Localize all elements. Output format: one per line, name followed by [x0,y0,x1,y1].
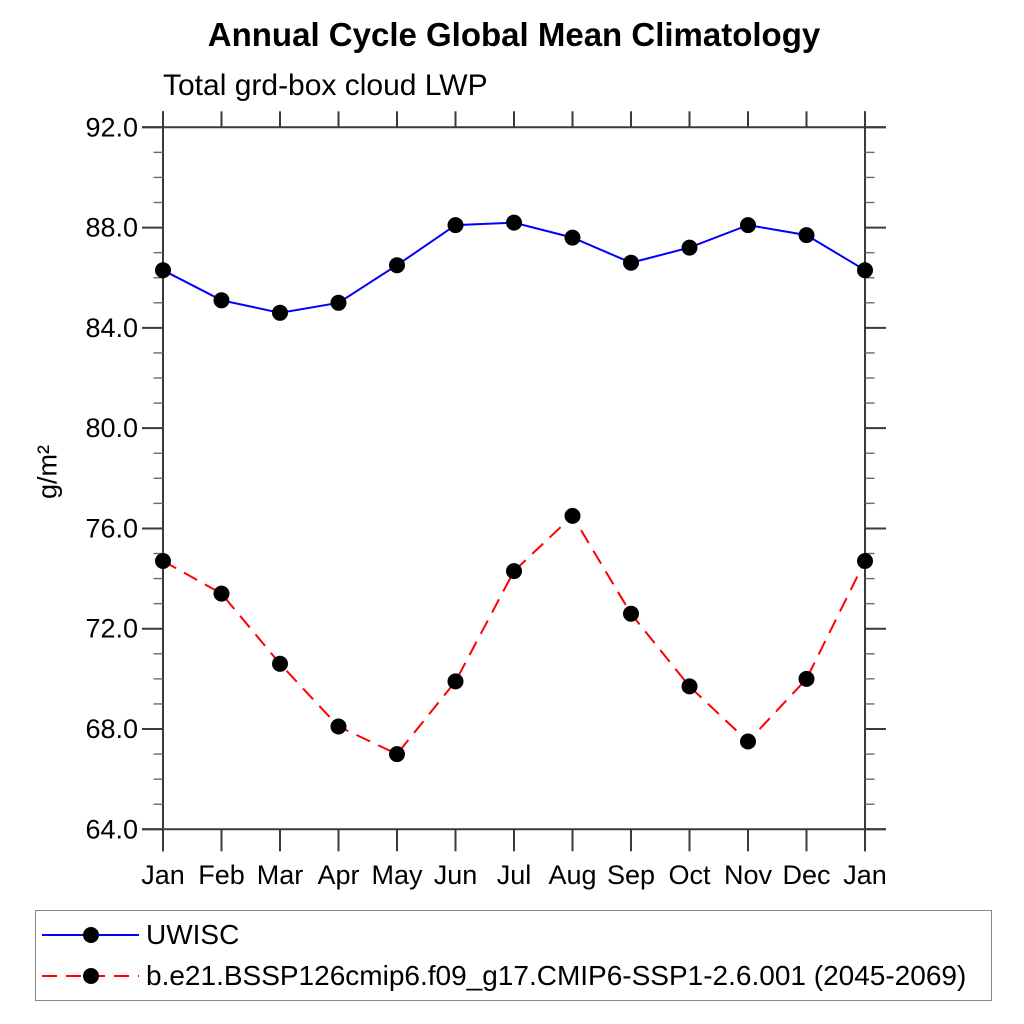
data-point-marker [155,262,171,279]
data-point-marker [447,673,464,690]
data-point-marker [740,733,756,750]
data-point-marker [857,262,873,279]
data-point-marker [272,655,288,672]
data-point-marker [623,254,639,271]
legend-label: UWISC [146,919,240,950]
x-axis-tick-label: Feb [198,860,245,890]
data-point-marker [798,227,815,244]
data-point-marker [564,507,581,524]
data-point-marker [740,217,756,234]
legend-marker-dot [82,968,99,984]
x-axis-tick-label: Sep [607,860,655,890]
x-axis-tick-label: Dec [782,860,830,890]
x-axis-tick-label: Nov [724,860,773,890]
data-point-marker [389,746,405,763]
y-axis-tick-label: 76.0 [85,513,138,543]
data-point-marker [857,553,873,569]
series-line-ssp126 [162,514,866,756]
x-axis-tick-label: Mar [257,860,304,890]
data-point-marker [330,294,347,311]
y-axis-tick-label: 84.0 [85,313,138,343]
legend-item-ssp126: b.e21.BSSP126cmip6.f09_g17.CMIP6-SSP1-2.… [42,959,991,993]
data-point-marker [681,678,698,695]
x-axis-tick-label: Aug [548,860,596,890]
chart-subtitle: Total grd-box cloud LWP [163,69,488,102]
x-axis-tick-label: Jul [497,860,532,890]
data-point-marker [389,257,405,274]
y-axis-tick-label: 68.0 [85,714,138,744]
x-axis-tick-label: Jan [141,860,185,890]
y-axis-tick-label: 88.0 [85,213,138,243]
y-axis-tick-label: 64.0 [85,814,138,844]
x-axis-tick-label: Jun [434,860,478,890]
data-point-marker [272,304,288,321]
x-axis-tick-label: Jan [843,860,887,890]
data-point-marker [506,214,522,231]
x-axis-tick-label: May [371,860,423,890]
y-axis-tick-label: 72.0 [85,614,138,644]
series-line-uwisc [162,221,866,314]
data-point-marker [330,718,347,735]
x-axis-tick-label: Oct [668,860,711,890]
data-point-marker [623,605,639,622]
data-point-marker [213,585,230,602]
legend-marker-dot [82,927,99,943]
chart-title: Annual Cycle Global Mean Climatology [207,16,821,53]
data-point-marker [681,239,698,256]
data-point-marker [506,563,522,580]
x-axis-tick-label: Apr [317,860,359,890]
legend-item-uwisc: UWISC [42,918,991,952]
legend-line-sample-dashed [42,967,139,985]
legend: UWISC b.e21.BSSP126cmip6.f09_g17.CMIP6-S… [35,910,992,1001]
data-point-marker [564,229,581,246]
y-axis-tick-label: 92.0 [85,112,138,142]
legend-label: b.e21.BSSP126cmip6.f09_g17.CMIP6-SSP1-2.… [146,960,967,991]
data-point-marker [447,217,464,234]
data-point-marker [213,292,230,309]
legend-line-sample-solid [42,926,139,944]
data-point-marker [155,553,171,569]
data-point-marker [798,670,815,687]
y-axis-tick-label: 80.0 [85,413,138,443]
